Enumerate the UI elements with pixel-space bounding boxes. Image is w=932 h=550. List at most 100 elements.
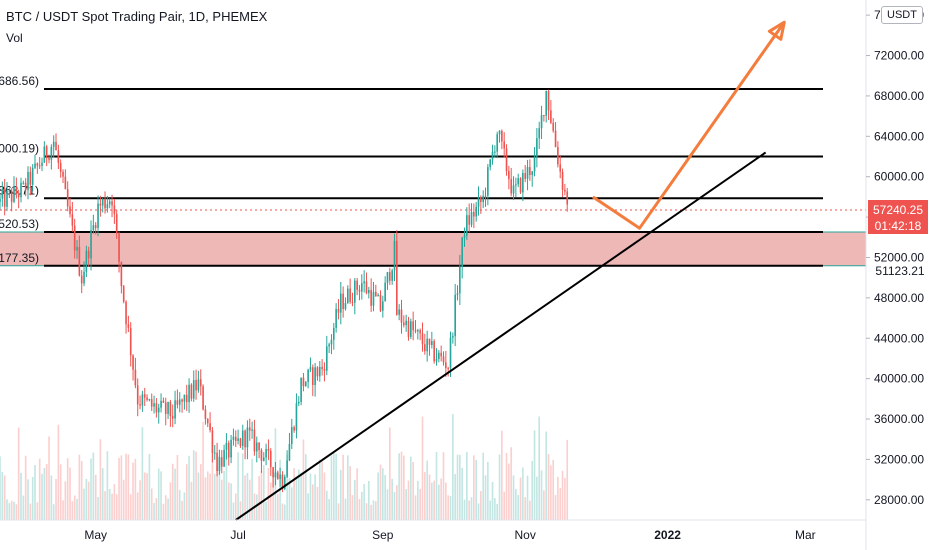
volume-bar-152 <box>353 480 356 520</box>
candle-body-81 <box>188 384 190 403</box>
time-axis[interactable]: May Jul Sep Nov 2022 Mar <box>84 528 815 542</box>
candle-body-146 <box>339 293 342 313</box>
candle-body-201 <box>468 215 470 225</box>
candle-body-150 <box>349 288 351 302</box>
candle-body-181 <box>421 333 424 345</box>
candle-body-82 <box>190 384 193 399</box>
candle-body-238 <box>554 130 557 147</box>
volume-bar-140 <box>325 490 328 520</box>
candle-body-41 <box>94 225 97 229</box>
volume-bar-130 <box>302 439 305 520</box>
volume-bar-200 <box>466 451 468 520</box>
volume-bar-132 <box>307 493 309 520</box>
candle-body-100 <box>232 436 235 440</box>
time-tick-label-5: Mar <box>795 528 816 542</box>
candle-body-43 <box>99 203 102 206</box>
volume-bar-51 <box>118 457 120 520</box>
projection-path <box>592 21 786 230</box>
candle-body-49 <box>113 205 116 214</box>
volume-bar-28 <box>64 481 67 520</box>
volume-bar-61 <box>141 427 144 520</box>
candle-body-226 <box>526 167 529 179</box>
candle-body-224 <box>522 173 524 193</box>
volume-bar-58 <box>134 458 137 520</box>
candle-body-102 <box>237 438 239 441</box>
price-axis[interactable]: 28000.00 32000.00 36000.00 40000.00 44000.00… <box>866 8 924 507</box>
last-price-badge: 57240.25 01:42:18 <box>868 200 928 234</box>
volume-bar-188 <box>438 484 440 520</box>
candle-body-14 <box>31 167 34 185</box>
candle-body-93 <box>216 452 218 471</box>
volume-bar-176 <box>410 456 412 520</box>
volume-bar-119 <box>276 493 279 520</box>
candle-body-7 <box>15 186 18 195</box>
candle-body-42 <box>97 203 99 229</box>
candle-body-209 <box>487 167 489 196</box>
volume-bar-64 <box>148 453 151 520</box>
volume-bar-104 <box>241 453 244 520</box>
candle-body-99 <box>230 439 232 458</box>
candle-body-73 <box>169 401 172 416</box>
volume-bar-62 <box>143 472 146 520</box>
volume-bar-168 <box>391 478 393 520</box>
volume-bar-11 <box>24 455 27 520</box>
volume-bar-137 <box>318 459 321 520</box>
candle-body-95 <box>220 457 223 467</box>
volume-bar-175 <box>407 480 410 520</box>
candle-body-79 <box>183 394 186 402</box>
chart-title: BTC / USDT Spot Trading Pair, 1D, PHEMEX <box>6 9 268 24</box>
candle-body-205 <box>477 197 480 207</box>
volume-bar-59 <box>136 492 139 520</box>
candle-body-75 <box>174 400 176 419</box>
candle-body-164 <box>381 301 384 311</box>
volume-bar-181 <box>421 416 424 520</box>
candle-body-22 <box>50 146 53 160</box>
volume-bar-150 <box>349 466 351 520</box>
level-label-0: (68686.56) <box>0 74 39 88</box>
candle-body-53 <box>122 286 125 302</box>
candle-body-143 <box>332 327 335 340</box>
volume-bar-49 <box>113 484 116 520</box>
volume-bar-52 <box>120 455 123 520</box>
candle-body-165 <box>384 282 386 302</box>
volume-bar-178 <box>414 495 417 520</box>
candle-body-2 <box>3 189 6 207</box>
volume-bar-78 <box>181 500 183 520</box>
volume-bar-18 <box>41 473 43 520</box>
candle-body-24 <box>55 141 57 151</box>
candle-body-204 <box>475 206 478 217</box>
candle-body-96 <box>223 449 225 467</box>
volume-bar-224 <box>522 467 524 520</box>
candle-body-216 <box>503 141 506 149</box>
volume-bar-223 <box>519 477 522 520</box>
volume-bar-167 <box>388 427 391 520</box>
volume-bar-236 <box>550 465 552 520</box>
volume-bar-143 <box>332 452 335 520</box>
volume-bar-74 <box>171 463 174 520</box>
volume-bar-116 <box>269 482 272 520</box>
candle-body-106 <box>246 427 249 448</box>
trendline <box>235 151 767 521</box>
candle-body-108 <box>251 429 253 431</box>
candle-body-64 <box>148 399 151 401</box>
candle-body-109 <box>253 429 256 452</box>
candle-body-77 <box>178 399 181 405</box>
candle-body-151 <box>351 301 354 303</box>
candle-body-31 <box>71 214 74 226</box>
candle-body-110 <box>255 442 258 452</box>
volume-bar-183 <box>426 460 428 520</box>
candle-body-97 <box>225 442 228 450</box>
candle-body-236 <box>550 110 552 123</box>
volume-bar-72 <box>167 498 169 520</box>
candle-body-80 <box>185 394 188 403</box>
candle-body-39 <box>90 230 92 259</box>
volume-bar-126 <box>293 468 295 520</box>
candle-body-196 <box>456 293 459 295</box>
candle-body-138 <box>321 366 323 370</box>
volume-bar-203 <box>473 455 475 520</box>
volume-bar-189 <box>440 478 442 520</box>
volume-bar-12 <box>27 479 29 520</box>
currency-button[interactable]: USDT <box>881 6 923 24</box>
volume-bar-96 <box>223 470 225 520</box>
